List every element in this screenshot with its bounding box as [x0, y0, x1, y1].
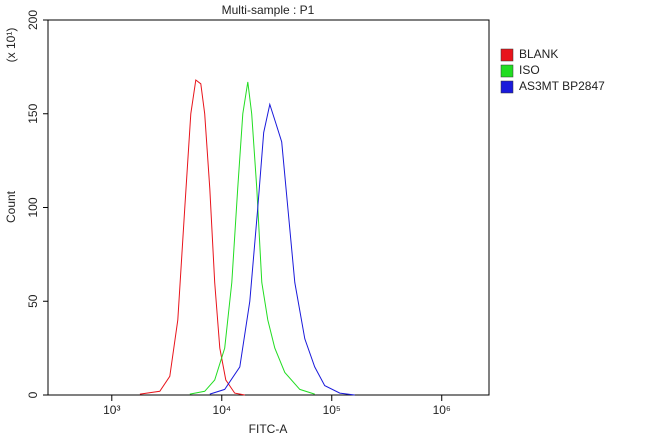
legend-swatch [500, 48, 514, 62]
series-line [139, 79, 245, 396]
legend-swatch [500, 80, 514, 94]
plot-frame [47, 19, 490, 396]
y-tick-label: 50 [26, 294, 40, 308]
x-tick-label: 10⁴ [213, 403, 232, 417]
chart-title: Multi-sample : P1 [222, 3, 315, 17]
legend-label: AS3MT BP2847 [519, 79, 605, 93]
y-tick-label: 200 [26, 10, 40, 30]
x-tick-label: 10⁶ [433, 403, 451, 417]
y-tick-label: 100 [26, 197, 40, 217]
series-line [189, 81, 315, 395]
y-tick-label: 0 [26, 391, 40, 398]
y-tick-label: 150 [26, 103, 40, 123]
legend-label: BLANK [519, 47, 558, 61]
series-line [209, 102, 355, 396]
legend-label: ISO [519, 63, 540, 77]
y-axis-label: Count [4, 190, 18, 223]
legend-swatch [500, 64, 514, 78]
x-tick-label: 10³ [103, 403, 120, 417]
y-multiplier: (x 10¹) [4, 28, 18, 63]
x-axis-label: FITC-A [249, 422, 288, 436]
x-tick-label: 10⁵ [323, 403, 341, 417]
